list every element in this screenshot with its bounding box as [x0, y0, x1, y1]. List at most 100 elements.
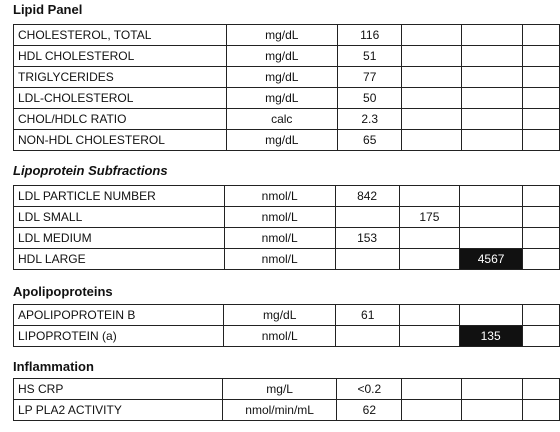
test-name: HS CRP [13, 378, 223, 400]
section-title-apolipoproteins: Apolipoproteins [13, 284, 113, 299]
blank-cell [521, 66, 560, 88]
section-title-lipid-panel: Lipid Panel [13, 2, 83, 17]
test-value-col3 [460, 87, 523, 109]
test-value-col2 [398, 227, 461, 249]
blank-cell [521, 325, 560, 347]
test-value: 153 [334, 227, 400, 249]
test-value-col3 [460, 24, 523, 46]
test-value-col2: 175 [398, 206, 461, 228]
blank-cell [521, 378, 560, 400]
test-unit: mg/dL [225, 45, 338, 67]
test-unit: mg/dL [223, 304, 337, 326]
blank-cell [522, 227, 560, 249]
test-value-col2 [401, 87, 462, 109]
test-value: 61 [335, 304, 401, 326]
flagged-value: 4567 [459, 248, 524, 270]
test-value-col2 [398, 185, 461, 207]
test-unit: mg/dL [225, 24, 338, 46]
test-name: LDL-CHOLESTEROL [13, 87, 227, 109]
test-name: CHOL/HDLC RATIO [13, 108, 227, 130]
test-unit: mg/L [221, 378, 338, 400]
test-value-col3 [460, 399, 523, 421]
test-value-col3 [459, 227, 524, 249]
test-name: LDL MEDIUM [13, 227, 225, 249]
inflammation-table: HS CRP mg/L <0.2 LP PLA2 ACTIVITY nmol/min/… [13, 378, 560, 421]
test-value: 842 [334, 185, 400, 207]
test-unit: nmol/L [223, 206, 336, 228]
table-row: HDL CHOLESTEROL mg/dL 51 [13, 45, 560, 67]
test-value-col2 [401, 24, 462, 46]
test-value-col3 [460, 378, 523, 400]
test-value-col3 [460, 45, 523, 67]
test-value-col3 [459, 185, 524, 207]
blank-cell [521, 45, 560, 67]
test-value [335, 325, 401, 347]
test-unit: mg/dL [225, 87, 338, 109]
test-unit: mg/dL [225, 129, 338, 151]
table-row: LDL-CHOLESTEROL mg/dL 50 [13, 87, 560, 109]
test-name: CHOLESTEROL, TOTAL [13, 24, 227, 46]
test-unit: nmol/min/mL [221, 399, 338, 421]
table-row: HDL LARGE nmol/L 4567 [13, 248, 560, 270]
test-value: 50 [336, 87, 403, 109]
test-name: APOLIPOPROTEIN B [12, 304, 225, 326]
test-name: LP PLA2 ACTIVITY [13, 399, 223, 421]
test-value-col3 [458, 304, 523, 326]
blank-cell [521, 24, 560, 46]
table-row: LDL SMALL nmol/L 175 [13, 206, 560, 228]
test-value-col3 [460, 129, 523, 151]
blank-cell [521, 129, 560, 151]
table-row: LDL MEDIUM nmol/L 153 [13, 227, 560, 249]
test-name: LIPOPROTEIN (a) [12, 325, 225, 347]
blank-cell [521, 87, 560, 109]
blank-cell [522, 185, 560, 207]
test-value-col2 [401, 108, 462, 130]
lipid-panel-table: CHOLESTEROL, TOTAL mg/dL 116 HDL CHOLESTER… [13, 24, 560, 151]
test-name: HDL CHOLESTEROL [13, 45, 227, 67]
table-row: LIPOPROTEIN (a) nmol/L 135 [12, 325, 560, 347]
test-value-col3 [460, 108, 523, 130]
test-value-col2 [401, 399, 462, 421]
test-unit: nmol/L [223, 227, 336, 249]
test-name: NON-HDL CHOLESTEROL [13, 129, 227, 151]
section-title-inflammation: Inflammation [13, 359, 94, 374]
test-value-col2 [401, 66, 462, 88]
blank-cell [521, 399, 560, 421]
test-value: 62 [336, 399, 403, 421]
test-value-col2 [401, 45, 462, 67]
test-unit: nmol/L [223, 325, 337, 347]
test-value-col2 [401, 378, 462, 400]
blank-cell [522, 248, 560, 270]
blank-cell [521, 304, 560, 326]
table-row: TRIGLYCERIDES mg/dL 77 [13, 66, 560, 88]
section-title-lipoprotein-subfractions: Lipoprotein Subfractions [13, 163, 168, 178]
test-name: TRIGLYCERIDES [13, 66, 227, 88]
test-value: <0.2 [336, 378, 403, 400]
blank-cell [522, 206, 560, 228]
test-value: 116 [336, 24, 403, 46]
test-value-col3 [460, 66, 523, 88]
test-value [334, 248, 400, 270]
test-unit: mg/dL [225, 66, 338, 88]
test-unit: calc [225, 108, 338, 130]
test-name: LDL PARTICLE NUMBER [13, 185, 225, 207]
test-value-col2 [399, 325, 460, 347]
test-value: 2.3 [336, 108, 403, 130]
test-value: 65 [336, 129, 403, 151]
test-name: LDL SMALL [13, 206, 225, 228]
test-name: HDL LARGE [13, 248, 225, 270]
test-value: 77 [336, 66, 403, 88]
blank-cell [521, 108, 560, 130]
table-row: LP PLA2 ACTIVITY nmol/min/mL 62 [13, 399, 560, 421]
table-row: NON-HDL CHOLESTEROL mg/dL 65 [13, 129, 560, 151]
test-value-col2 [399, 304, 460, 326]
flagged-value: 135 [458, 325, 523, 347]
table-row: CHOLESTEROL, TOTAL mg/dL 116 [13, 24, 560, 46]
lipoprotein-subfractions-table: LDL PARTICLE NUMBER nmol/L 842 LDL SMALL nm… [13, 185, 560, 270]
test-unit: nmol/L [223, 248, 336, 270]
test-value [334, 206, 400, 228]
test-value: 51 [336, 45, 403, 67]
table-row: LDL PARTICLE NUMBER nmol/L 842 [13, 185, 560, 207]
